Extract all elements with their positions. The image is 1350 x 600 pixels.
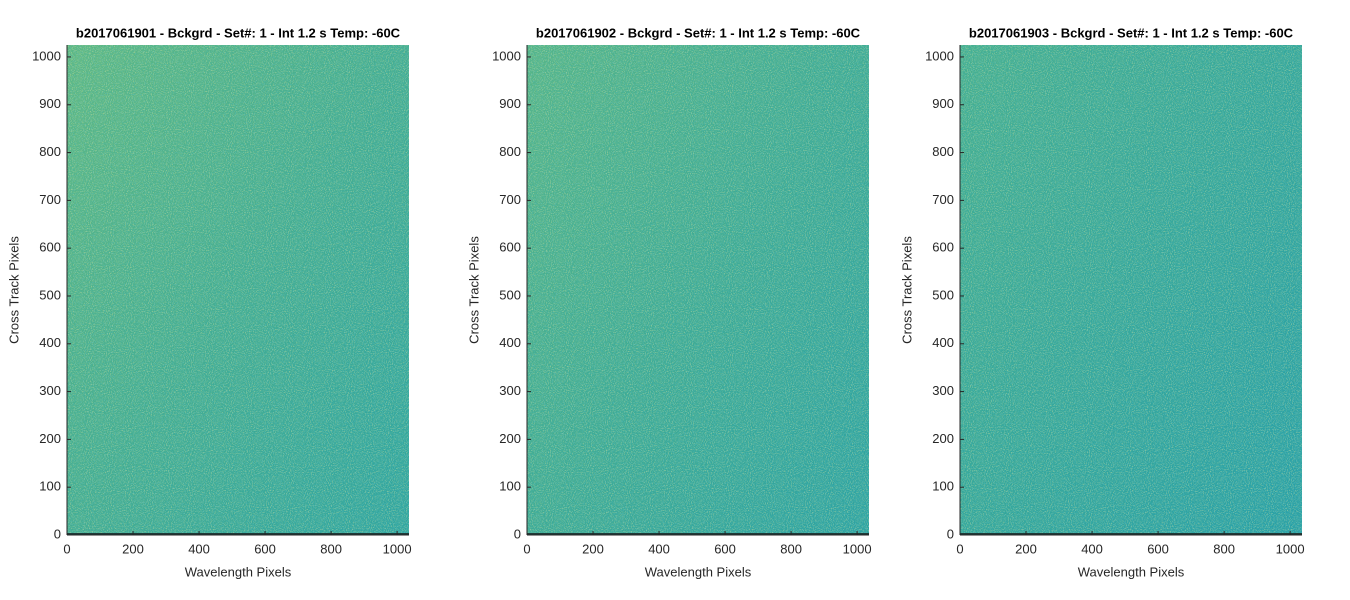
y-tick-label: 400 — [932, 335, 954, 350]
y-axis-label: Cross Track Pixels — [899, 236, 914, 344]
y-tick-label: 400 — [499, 335, 521, 350]
y-tick-label: 700 — [39, 192, 61, 207]
y-tick-label: 200 — [932, 431, 954, 446]
y-tick-label: 300 — [932, 383, 954, 398]
y-tick-label: 100 — [39, 479, 61, 494]
x-tick-label: 800 — [780, 541, 802, 556]
y-tick-label: 600 — [932, 240, 954, 255]
x-tick-label: 1000 — [383, 541, 412, 556]
y-tick-label: 400 — [39, 335, 61, 350]
image-noise-dark — [527, 45, 869, 535]
x-tick-label: 800 — [1213, 541, 1235, 556]
x-tick-label: 400 — [1081, 541, 1103, 556]
x-tick-label: 200 — [1015, 541, 1037, 556]
image-bottom-row — [960, 533, 1302, 535]
y-tick-label: 900 — [39, 96, 61, 111]
x-tick-label: 0 — [523, 541, 530, 556]
y-tick-label: 900 — [932, 96, 954, 111]
x-tick-label: 1000 — [1276, 541, 1305, 556]
x-tick-label: 800 — [320, 541, 342, 556]
image-noise-dark — [960, 45, 1302, 535]
y-tick-label: 700 — [932, 192, 954, 207]
y-tick-label: 1000 — [925, 48, 954, 63]
y-tick-label: 700 — [499, 192, 521, 207]
y-tick-label: 100 — [932, 479, 954, 494]
y-tick-label: 800 — [499, 144, 521, 159]
x-tick-label: 0 — [956, 541, 963, 556]
x-tick-label: 1000 — [843, 541, 872, 556]
y-tick-label: 800 — [39, 144, 61, 159]
y-tick-label: 0 — [947, 526, 954, 541]
y-tick-label: 600 — [499, 240, 521, 255]
y-tick-label: 1000 — [32, 48, 61, 63]
chart-title: b2017061903 - Bckgrd - Set#: 1 - Int 1.2… — [969, 25, 1294, 40]
x-tick-label: 600 — [254, 541, 276, 556]
x-tick-label: 600 — [1147, 541, 1169, 556]
y-tick-label: 800 — [932, 144, 954, 159]
y-tick-label: 500 — [932, 287, 954, 302]
y-tick-label: 300 — [499, 383, 521, 398]
chart-title: b2017061901 - Bckgrd - Set#: 1 - Int 1.2… — [76, 25, 401, 40]
y-tick-label: 1000 — [492, 48, 521, 63]
y-tick-label: 0 — [54, 526, 61, 541]
y-axis-label: Cross Track Pixels — [6, 236, 21, 344]
y-axis-label: Cross Track Pixels — [466, 236, 481, 344]
y-tick-label: 100 — [499, 479, 521, 494]
y-tick-label: 200 — [39, 431, 61, 446]
chart-title: b2017061902 - Bckgrd - Set#: 1 - Int 1.2… — [536, 25, 861, 40]
image-bottom-row — [67, 533, 409, 535]
x-axis-label: Wavelength Pixels — [185, 564, 292, 579]
x-axis-label: Wavelength Pixels — [645, 564, 752, 579]
x-axis-label: Wavelength Pixels — [1078, 564, 1185, 579]
x-tick-label: 400 — [188, 541, 210, 556]
x-tick-label: 400 — [648, 541, 670, 556]
y-tick-label: 300 — [39, 383, 61, 398]
x-tick-label: 600 — [714, 541, 736, 556]
image-bottom-row — [527, 533, 869, 535]
y-tick-label: 0 — [514, 526, 521, 541]
y-tick-label: 900 — [499, 96, 521, 111]
x-tick-label: 200 — [122, 541, 144, 556]
y-tick-label: 500 — [499, 287, 521, 302]
x-tick-label: 200 — [582, 541, 604, 556]
y-tick-label: 200 — [499, 431, 521, 446]
y-tick-label: 500 — [39, 287, 61, 302]
image-noise-dark — [67, 45, 409, 535]
y-tick-label: 600 — [39, 240, 61, 255]
x-tick-label: 0 — [63, 541, 70, 556]
